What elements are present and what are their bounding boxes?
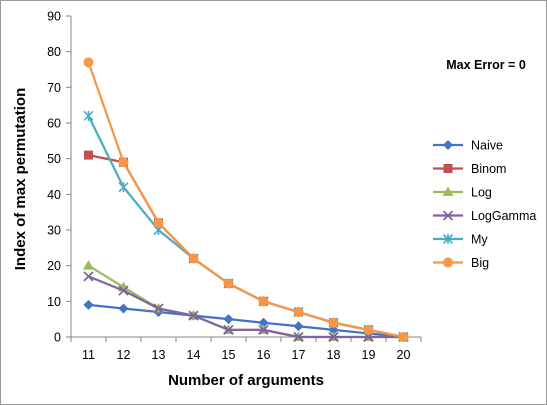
- data-point-naive: [328, 324, 339, 335]
- data-point-naive: [258, 317, 269, 328]
- data-point-big: [258, 296, 269, 307]
- legend-marker-binom: [443, 164, 453, 173]
- legend-marker-naive: [443, 140, 453, 150]
- legend: Naive Binom Log LogGamma My Big: [433, 139, 536, 270]
- series-line-my: [87, 115, 404, 339]
- y-axis-title: Index of max permutation: [12, 88, 29, 271]
- legend-item-naive: Naive: [433, 139, 503, 153]
- legend-item-loggamma: LogGamma: [433, 209, 536, 223]
- legend-item-binom: Binom: [433, 162, 506, 176]
- data-point-loggamma: [328, 331, 339, 343]
- series-my: [83, 110, 409, 343]
- y-tick-label: 30: [47, 224, 61, 238]
- legend-item-log: Log: [433, 186, 492, 200]
- y-tick-label: 20: [47, 259, 61, 273]
- x-tick-label: 13: [152, 348, 166, 362]
- data-point-my: [118, 182, 129, 193]
- y-tick-label: 90: [47, 10, 61, 24]
- legend-label: Log: [471, 186, 492, 200]
- series-loggamma: [83, 271, 409, 343]
- data-point-loggamma: [293, 331, 304, 343]
- data-point-big: [153, 217, 164, 228]
- y-tick-label: 50: [47, 152, 61, 166]
- x-tick-label: 18: [327, 348, 341, 362]
- data-point-loggamma: [83, 271, 94, 282]
- y-tick-label: 40: [47, 188, 61, 202]
- axes: 0 10 20 30 40 50 60 70 80 90 11 12 13 14 15 16 17 18 19 20: [47, 10, 422, 362]
- y-tick-label: 60: [47, 117, 61, 131]
- chart-annotation: Max Error = 0: [446, 58, 526, 72]
- legend-item-big: Big: [433, 256, 489, 270]
- data-point-big: [118, 157, 129, 168]
- data-point-naive: [83, 299, 94, 310]
- data-point-loggamma: [223, 324, 234, 336]
- x-tick-label: 19: [362, 348, 376, 362]
- y-tick-label: 80: [47, 45, 61, 59]
- data-point-big: [223, 278, 234, 289]
- legend-label: Naive: [471, 139, 503, 153]
- x-tick-label: 11: [82, 348, 95, 362]
- data-point-naive: [293, 321, 304, 332]
- x-tick-label: 16: [257, 348, 271, 362]
- data-point-loggamma: [118, 285, 129, 296]
- legend-label: Big: [471, 256, 489, 270]
- legend-label: My: [471, 233, 488, 247]
- data-point-naive: [223, 314, 234, 325]
- series-line-naive: [88, 303, 404, 339]
- legend-marker-log: [442, 186, 454, 196]
- x-tick-label: 12: [117, 348, 131, 362]
- legend-item-my: My: [433, 233, 488, 247]
- x-tick-label: 20: [397, 348, 411, 362]
- x-tick-label: 17: [292, 348, 306, 362]
- x-tick-label: 15: [222, 348, 236, 362]
- series-line-big: [87, 61, 404, 339]
- y-tick-label: 70: [47, 81, 61, 95]
- data-point-big: [293, 307, 304, 318]
- data-point-big: [398, 332, 409, 342]
- data-point-loggamma: [188, 310, 199, 321]
- legend-marker-big: [443, 257, 453, 268]
- series-group: [83, 57, 409, 343]
- y-tick-label: 10: [47, 295, 61, 309]
- series-naive: [83, 299, 409, 342]
- data-point-my: [83, 110, 94, 121]
- data-point-big: [83, 57, 94, 68]
- data-point-big: [188, 253, 199, 264]
- series-line-loggamma: [88, 275, 404, 339]
- data-point-naive: [118, 303, 129, 314]
- x-tick-label: 14: [187, 348, 201, 362]
- data-point-loggamma: [258, 324, 269, 336]
- legend-marker-loggamma: [442, 210, 454, 221]
- x-axis-title: Number of arguments: [168, 372, 324, 389]
- legend-marker-my: [442, 233, 454, 245]
- series-big: [83, 57, 409, 342]
- y-tick-label: 0: [54, 331, 61, 345]
- data-point-loggamma: [363, 331, 374, 343]
- data-point-loggamma: [153, 303, 164, 314]
- legend-label: LogGamma: [471, 209, 536, 223]
- data-point-big: [363, 324, 374, 335]
- data-point-log: [83, 260, 94, 270]
- data-point-binom: [84, 150, 93, 160]
- legend-label: Binom: [471, 162, 506, 176]
- data-point-big: [328, 317, 339, 328]
